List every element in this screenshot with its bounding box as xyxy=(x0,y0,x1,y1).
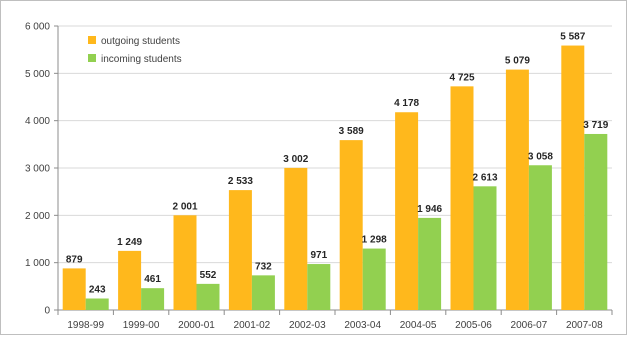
bar-outgoing xyxy=(450,86,474,310)
value-label-incoming: 1 298 xyxy=(362,235,387,246)
value-label-outgoing: 4 725 xyxy=(449,72,474,83)
y-tick-label: 1 000 xyxy=(25,258,50,269)
bar-outgoing xyxy=(118,250,142,310)
bar-incoming xyxy=(141,288,165,310)
value-label-incoming: 552 xyxy=(200,270,217,281)
bar-incoming xyxy=(196,283,220,310)
legend-label-incoming: incoming students xyxy=(101,54,182,65)
bars xyxy=(62,45,608,311)
bar-incoming xyxy=(85,298,109,310)
value-label-outgoing: 5 587 xyxy=(560,32,585,43)
bar-incoming xyxy=(473,186,497,310)
bar-outgoing xyxy=(395,112,419,310)
bar-incoming xyxy=(418,217,442,310)
value-label-incoming: 243 xyxy=(89,284,106,295)
value-label-incoming: 2 613 xyxy=(472,172,497,183)
y-axis: 0 1 000 2 000 3 000 4 000 5 000 6 000 xyxy=(25,22,59,317)
bar-outgoing xyxy=(62,268,86,310)
y-tick-label: 5 000 xyxy=(25,69,50,80)
bar-outgoing xyxy=(505,69,529,311)
x-tick-label: 1998-99 xyxy=(67,320,104,331)
value-label-outgoing: 2 533 xyxy=(228,176,253,187)
value-label-outgoing: 4 178 xyxy=(394,98,419,109)
legend-label-outgoing: outgoing students xyxy=(101,36,180,47)
value-label-outgoing: 3 589 xyxy=(339,126,364,137)
bar-outgoing xyxy=(228,190,252,310)
bar-outgoing xyxy=(561,45,585,310)
bar-incoming xyxy=(584,133,608,310)
value-label-outgoing: 1 249 xyxy=(117,237,142,248)
x-tick-label: 2004-05 xyxy=(400,320,437,331)
bar-incoming xyxy=(251,275,275,310)
bar-outgoing xyxy=(339,140,363,310)
bar-incoming xyxy=(362,248,386,310)
value-label-incoming: 732 xyxy=(255,261,272,272)
y-tick-label: 3 000 xyxy=(25,164,50,175)
value-label-outgoing: 2 001 xyxy=(172,201,197,212)
x-tick-label: 2003-04 xyxy=(344,320,381,331)
bar-incoming xyxy=(528,165,552,310)
value-label-outgoing: 5 079 xyxy=(505,56,530,67)
legend-swatch-outgoing xyxy=(88,36,96,44)
value-label-incoming: 461 xyxy=(144,274,161,285)
x-tick-label: 2001-02 xyxy=(234,320,271,331)
y-tick-label: 6 000 xyxy=(25,22,50,33)
x-tick-label: 2000-01 xyxy=(178,320,215,331)
x-tick-label: 2007-08 xyxy=(566,320,603,331)
x-tick-label: 1999-00 xyxy=(123,320,160,331)
bar-incoming xyxy=(307,264,331,310)
value-label-incoming: 971 xyxy=(310,250,327,261)
y-tick-label: 2 000 xyxy=(25,211,50,222)
x-tick-label: 2002-03 xyxy=(289,320,326,331)
value-label-outgoing: 879 xyxy=(66,254,83,265)
value-label-outgoing: 3 002 xyxy=(283,154,308,165)
legend: outgoing students incoming students xyxy=(88,36,182,65)
value-labels: 879 243 1 249 461 2 001 552 2 533 732 3 002 971 3 … xyxy=(66,32,609,296)
legend-swatch-incoming xyxy=(88,54,96,62)
value-label-incoming: 3 719 xyxy=(583,120,608,131)
value-label-incoming: 1 946 xyxy=(417,204,442,215)
y-tick-label: 4 000 xyxy=(25,116,50,127)
x-tick-label: 2005-06 xyxy=(455,320,492,331)
bar-outgoing xyxy=(173,215,197,310)
y-tick-label: 0 xyxy=(44,306,50,317)
bar-outgoing xyxy=(284,167,308,310)
x-tick-label: 2006-07 xyxy=(511,320,548,331)
value-label-incoming: 3 058 xyxy=(528,151,553,162)
